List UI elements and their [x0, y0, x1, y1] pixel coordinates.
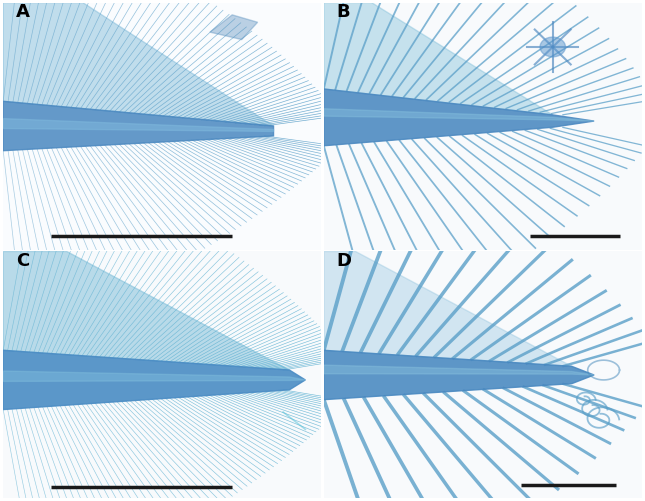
- Polygon shape: [324, 365, 594, 375]
- Polygon shape: [324, 3, 553, 115]
- Polygon shape: [3, 252, 290, 370]
- Text: B: B: [337, 4, 350, 22]
- Polygon shape: [324, 109, 594, 121]
- Polygon shape: [324, 89, 594, 146]
- Text: C: C: [16, 253, 29, 271]
- Text: A: A: [16, 4, 30, 22]
- Text: D: D: [337, 253, 352, 271]
- Polygon shape: [3, 350, 305, 410]
- Polygon shape: [210, 15, 257, 40]
- Circle shape: [540, 37, 566, 57]
- Polygon shape: [324, 252, 572, 366]
- Polygon shape: [3, 3, 273, 126]
- Polygon shape: [3, 119, 273, 131]
- Polygon shape: [3, 371, 305, 381]
- Polygon shape: [324, 350, 594, 400]
- Polygon shape: [3, 101, 273, 151]
